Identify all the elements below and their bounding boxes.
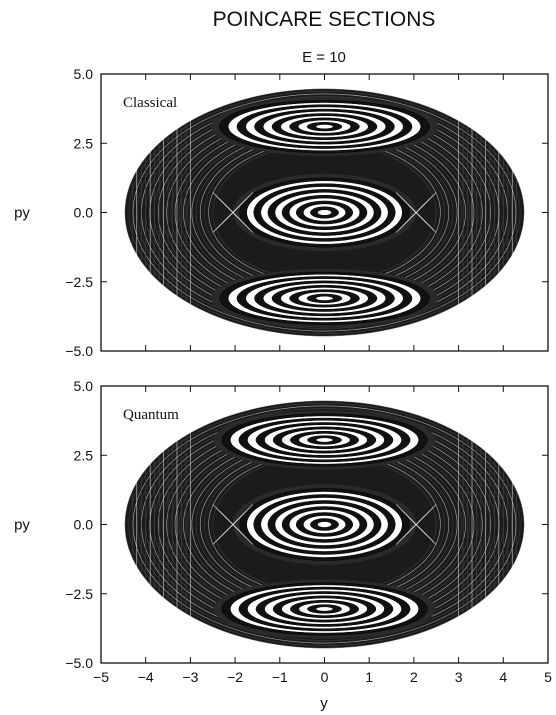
separatrix [212,192,254,233]
x-axis-label: y [320,695,328,712]
island-orbit [317,209,332,216]
y-tick-label: −5.0 [65,343,93,359]
x-tick-label: −5 [93,669,109,685]
x-tick-label: 0 [321,669,329,685]
island-orbit [317,521,332,528]
orbit-curve [132,93,517,332]
y-tick-label: −2.5 [65,274,93,290]
island-orbit [315,437,334,443]
x-tick-label: −3 [182,669,198,685]
y-tick-label: −2.5 [65,586,93,602]
panel-quantum: −5 −4 −3 −2 −1 0 1 2 3 4 5 5.0 2.5 0.0 −2.5 −5.0 py Quant… [14,378,552,685]
y-tick-label: 0.0 [74,205,94,221]
x-tick-label: 3 [455,669,463,685]
y-tick-label: 2.5 [74,447,94,463]
trajectory-layer [124,400,525,649]
separatrix [212,504,254,545]
orbit-curve [132,405,517,644]
y-tick-label: 5.0 [74,378,94,394]
x-tick-label: −2 [227,669,243,685]
orbit-curve [136,96,513,329]
x-tick-label: 5 [544,669,552,685]
panel-annotation: Classical [123,95,177,111]
x-tick-label: −1 [272,669,288,685]
separatrix [395,192,437,233]
orbit-curve [128,402,521,647]
y-tick-label: 0.0 [74,517,94,533]
x-tick-label: −4 [138,669,154,685]
x-tick-label: 2 [410,669,418,685]
y-tick-label: −5.0 [65,655,93,671]
panel-annotation: Quantum [123,407,179,423]
y-tick-label: 2.5 [74,135,94,151]
chart-subtitle: E = 10 [302,49,346,66]
trajectory-layer [124,88,525,337]
island-orbit [315,606,334,612]
y-axis-label: py [14,205,30,222]
x-tick-label: 4 [499,669,507,685]
separatrix [395,504,437,545]
orbit-curve [128,90,521,335]
y-axis-label: py [14,517,30,534]
x-tick-label: 1 [365,669,373,685]
y-tick-label: 5.0 [74,66,94,82]
orbit-curve [136,408,513,641]
chart-title: POINCARE SECTIONS [213,8,436,31]
island-orbit [315,295,334,301]
panel-classical: 5.0 2.5 0.0 −2.5 −5.0 py Classical [14,66,549,359]
island-orbit [315,124,334,130]
